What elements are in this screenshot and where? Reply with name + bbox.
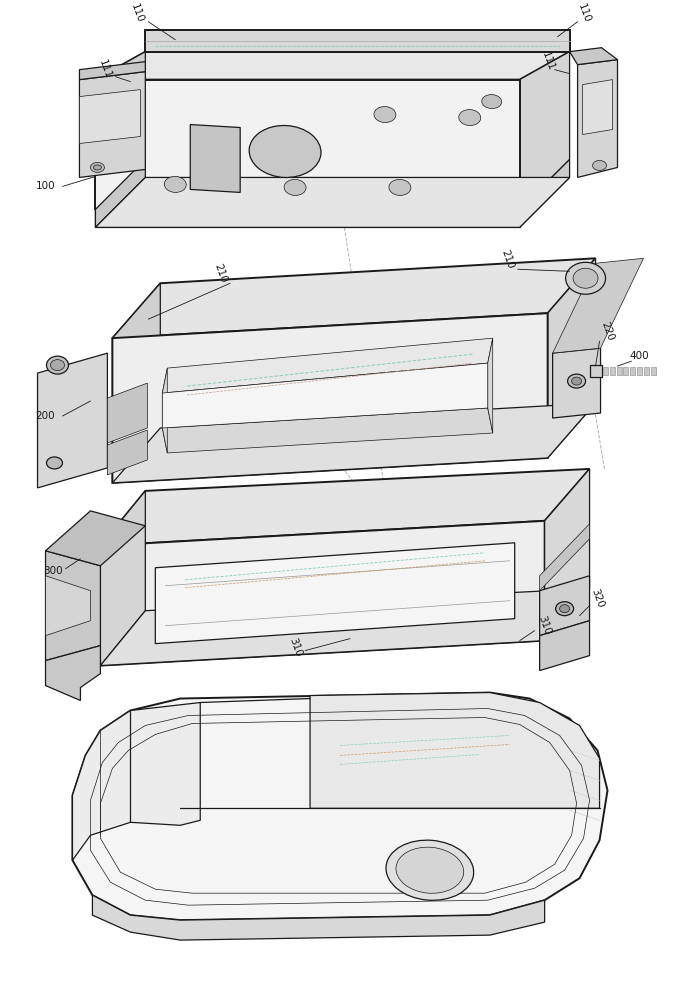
Ellipse shape xyxy=(389,179,411,195)
Polygon shape xyxy=(548,258,596,458)
Polygon shape xyxy=(100,491,145,666)
Text: 111: 111 xyxy=(540,51,556,73)
Ellipse shape xyxy=(386,840,474,900)
Polygon shape xyxy=(569,48,618,65)
Polygon shape xyxy=(46,511,145,566)
Polygon shape xyxy=(46,576,90,636)
Ellipse shape xyxy=(482,95,501,109)
Polygon shape xyxy=(100,521,544,666)
Ellipse shape xyxy=(46,356,69,374)
Polygon shape xyxy=(96,52,145,209)
Polygon shape xyxy=(79,90,141,144)
Ellipse shape xyxy=(396,847,464,893)
Polygon shape xyxy=(577,60,618,177)
Polygon shape xyxy=(155,543,515,644)
Polygon shape xyxy=(96,209,520,227)
Polygon shape xyxy=(108,383,147,443)
Polygon shape xyxy=(520,159,569,227)
Polygon shape xyxy=(583,80,612,135)
Text: 110: 110 xyxy=(575,3,592,25)
Polygon shape xyxy=(79,72,145,177)
Ellipse shape xyxy=(94,165,102,170)
Ellipse shape xyxy=(592,160,606,170)
Polygon shape xyxy=(46,646,100,701)
Polygon shape xyxy=(79,62,145,80)
Polygon shape xyxy=(540,576,590,636)
Polygon shape xyxy=(108,430,147,475)
Text: 200: 200 xyxy=(36,411,55,421)
Ellipse shape xyxy=(571,377,581,385)
Polygon shape xyxy=(112,403,596,483)
Polygon shape xyxy=(590,365,602,377)
Polygon shape xyxy=(162,408,493,453)
Polygon shape xyxy=(540,621,590,671)
Polygon shape xyxy=(602,367,608,375)
Ellipse shape xyxy=(249,125,321,177)
Text: 320: 320 xyxy=(590,588,606,610)
Polygon shape xyxy=(96,177,569,227)
Ellipse shape xyxy=(90,162,104,172)
Ellipse shape xyxy=(560,605,569,613)
Text: 310: 310 xyxy=(536,615,553,637)
Text: 100: 100 xyxy=(36,181,55,191)
Ellipse shape xyxy=(556,602,573,616)
Ellipse shape xyxy=(46,457,63,469)
Polygon shape xyxy=(112,313,548,483)
Text: 111: 111 xyxy=(98,59,114,81)
Polygon shape xyxy=(637,367,643,375)
Text: 110: 110 xyxy=(129,3,145,25)
Polygon shape xyxy=(96,52,569,80)
Polygon shape xyxy=(310,693,600,808)
Polygon shape xyxy=(162,368,168,453)
Polygon shape xyxy=(38,353,108,488)
Polygon shape xyxy=(96,80,520,209)
Text: 300: 300 xyxy=(42,566,63,576)
Ellipse shape xyxy=(284,179,306,195)
Polygon shape xyxy=(190,125,240,192)
Polygon shape xyxy=(540,524,590,591)
Text: 210: 210 xyxy=(212,262,228,284)
Ellipse shape xyxy=(565,262,606,294)
Polygon shape xyxy=(520,52,569,209)
Polygon shape xyxy=(46,551,100,661)
Polygon shape xyxy=(73,693,608,920)
Polygon shape xyxy=(73,703,201,860)
Text: 210: 210 xyxy=(499,248,516,270)
Polygon shape xyxy=(100,469,590,546)
Polygon shape xyxy=(553,258,643,353)
Polygon shape xyxy=(553,348,600,418)
Text: 310: 310 xyxy=(287,637,303,659)
Polygon shape xyxy=(112,283,160,483)
Polygon shape xyxy=(96,159,145,227)
Polygon shape xyxy=(623,367,629,375)
Polygon shape xyxy=(651,367,656,375)
Ellipse shape xyxy=(573,268,598,288)
Polygon shape xyxy=(162,338,493,393)
Polygon shape xyxy=(92,895,544,940)
Ellipse shape xyxy=(123,95,143,109)
Ellipse shape xyxy=(164,176,186,192)
Polygon shape xyxy=(112,258,596,338)
Polygon shape xyxy=(645,367,649,375)
Ellipse shape xyxy=(374,107,396,123)
Polygon shape xyxy=(631,367,635,375)
Polygon shape xyxy=(162,363,488,428)
Polygon shape xyxy=(544,469,590,641)
Polygon shape xyxy=(100,589,590,666)
Text: 220: 220 xyxy=(600,320,616,342)
Polygon shape xyxy=(145,30,569,52)
Ellipse shape xyxy=(567,374,586,388)
Text: 400: 400 xyxy=(630,351,649,361)
Ellipse shape xyxy=(50,360,65,371)
Polygon shape xyxy=(610,367,614,375)
Polygon shape xyxy=(616,367,621,375)
Polygon shape xyxy=(488,338,493,433)
Ellipse shape xyxy=(459,110,481,126)
